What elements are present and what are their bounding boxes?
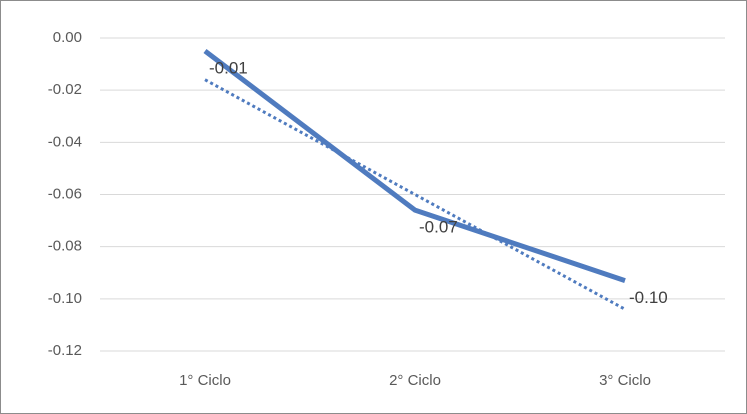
y-tick-label: -0.08 — [48, 238, 82, 255]
y-tick-label: -0.04 — [48, 133, 82, 150]
y-tick-label: 0.00 — [53, 29, 82, 46]
y-tick-label: -0.02 — [48, 81, 82, 98]
data-label: -0.01 — [209, 59, 248, 78]
x-tick-label: 1° Ciclo — [179, 372, 231, 389]
y-tick-label: -0.10 — [48, 290, 82, 307]
y-tick-label: -0.12 — [48, 342, 82, 359]
y-tick-label: -0.06 — [48, 185, 82, 202]
data-label: -0.07 — [419, 218, 458, 237]
x-tick-label: 3° Ciclo — [599, 372, 651, 389]
trendline — [204, 78, 626, 311]
data-line — [203, 49, 626, 283]
data-label: -0.10 — [629, 288, 668, 307]
x-tick-label: 2° Ciclo — [389, 372, 441, 389]
